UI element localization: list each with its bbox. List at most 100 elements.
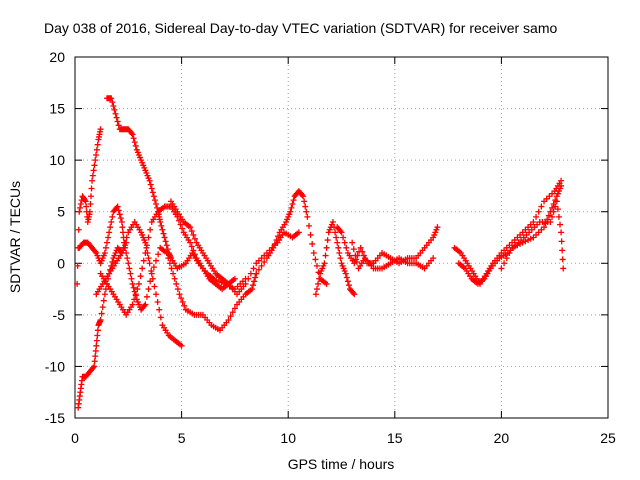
- data-point: [128, 275, 135, 282]
- data-point: [323, 244, 330, 251]
- data-point: [132, 291, 139, 298]
- data-point: [124, 255, 131, 262]
- data-point: [105, 234, 112, 241]
- data-point: [498, 265, 505, 272]
- data-point: [544, 216, 551, 223]
- data-point: [343, 274, 350, 281]
- data-point: [151, 283, 158, 290]
- data-point: [559, 247, 566, 254]
- data-point: [129, 280, 136, 287]
- data-point: [522, 238, 529, 245]
- data-point: [509, 244, 516, 251]
- y-tick-label: -15: [45, 410, 65, 426]
- x-tick-label: 0: [71, 430, 79, 446]
- data-point: [506, 249, 513, 256]
- data-point: [113, 114, 120, 121]
- x-tick-label: 25: [600, 430, 616, 446]
- data-point: [517, 240, 524, 247]
- data-point: [250, 282, 257, 289]
- data-point: [345, 282, 352, 289]
- data-point: [90, 364, 97, 371]
- data-point: [128, 130, 135, 137]
- data-series-track-11: [349, 239, 437, 272]
- data-point: [131, 139, 138, 146]
- data-point: [177, 221, 184, 228]
- data-point: [315, 280, 322, 287]
- data-point: [108, 219, 115, 226]
- data-point: [93, 342, 100, 349]
- data-point: [112, 110, 119, 117]
- data-point: [312, 291, 319, 298]
- data-series-track-8: [253, 188, 330, 287]
- data-point: [178, 342, 185, 349]
- data-point: [134, 286, 141, 293]
- data-point: [74, 262, 81, 269]
- data-point: [187, 239, 194, 246]
- data-point: [118, 219, 125, 226]
- data-point: [129, 301, 136, 308]
- data-point: [157, 219, 164, 226]
- data-point: [191, 251, 198, 258]
- data-point: [146, 177, 153, 184]
- data-point: [166, 260, 173, 267]
- data-point: [94, 141, 101, 148]
- data-point: [350, 246, 357, 253]
- data-point: [149, 275, 156, 282]
- data-points: [74, 95, 567, 411]
- data-point: [313, 262, 320, 269]
- x-tick-label: 15: [387, 430, 403, 446]
- data-point: [107, 224, 114, 231]
- data-point: [558, 238, 565, 245]
- data-point: [519, 239, 526, 246]
- data-point: [301, 198, 308, 205]
- data-point: [127, 270, 134, 277]
- data-point: [145, 234, 152, 241]
- data-point: [302, 203, 309, 210]
- x-axis-label: GPS time / hours: [288, 456, 395, 472]
- data-point: [109, 213, 116, 220]
- data-point: [550, 200, 557, 207]
- data-point: [552, 197, 559, 204]
- data-point: [430, 255, 437, 262]
- data-point: [93, 151, 100, 158]
- data-point: [150, 193, 157, 200]
- data-point: [333, 234, 340, 241]
- y-tick-label: 10: [49, 152, 65, 168]
- data-point: [87, 200, 94, 207]
- data-point: [176, 291, 183, 298]
- data-point: [173, 280, 180, 287]
- data-point: [153, 291, 160, 298]
- data-point: [143, 293, 150, 300]
- data-point: [352, 252, 359, 259]
- data-point: [179, 225, 186, 232]
- data-point: [545, 212, 552, 219]
- data-point: [87, 193, 94, 200]
- data-point: [161, 234, 168, 241]
- data-point: [559, 256, 566, 263]
- data-point: [322, 252, 329, 259]
- data-point: [147, 181, 154, 188]
- data-point: [111, 106, 118, 113]
- data-point: [146, 260, 153, 267]
- data-point: [542, 220, 549, 227]
- data-point: [129, 131, 136, 138]
- data-point: [304, 213, 311, 220]
- data-point: [109, 99, 116, 106]
- data-point: [538, 203, 545, 210]
- data-point: [119, 229, 126, 236]
- data-point: [130, 135, 137, 142]
- data-point: [114, 203, 121, 210]
- data-point: [92, 157, 99, 164]
- data-point: [558, 177, 565, 184]
- data-point: [533, 213, 540, 220]
- data-point: [153, 257, 160, 264]
- data-point: [148, 185, 155, 192]
- data-series-track-1: [75, 239, 130, 411]
- data-point: [99, 304, 106, 311]
- data-point: [153, 200, 160, 207]
- data-point: [151, 197, 158, 204]
- data-point: [130, 284, 137, 291]
- data-point: [288, 204, 295, 211]
- data-point: [340, 234, 347, 241]
